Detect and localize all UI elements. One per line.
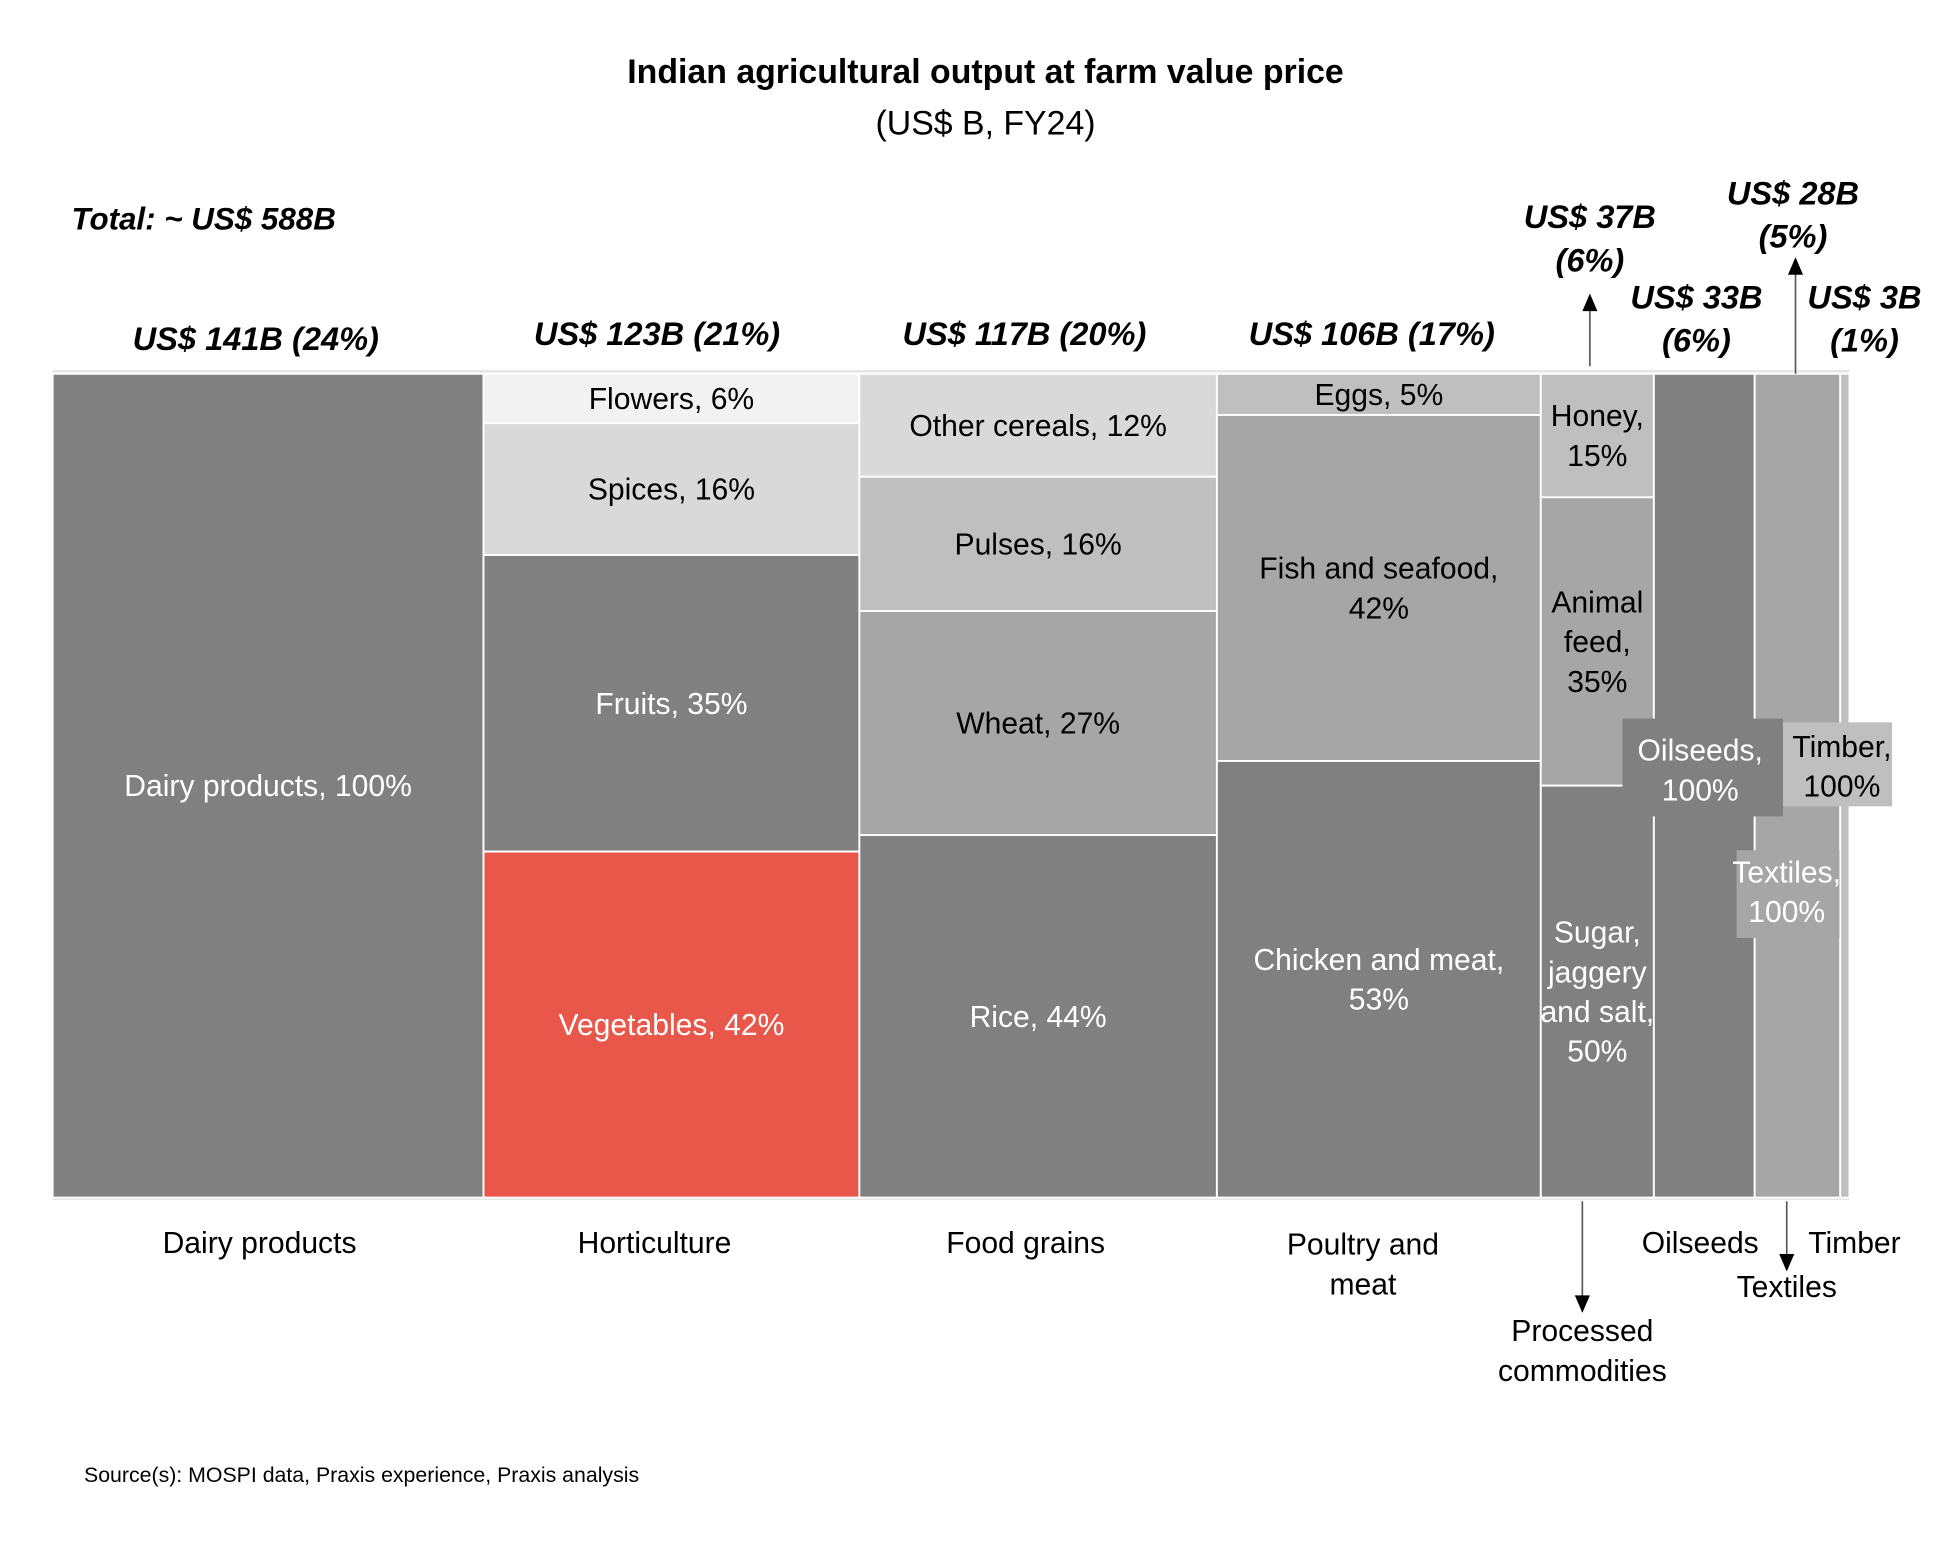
segment-rice-44 [858, 834, 1218, 1199]
total-label: Total: ~ US$ 588B [71, 202, 335, 237]
axis-label-oilseeds: Oilseeds [1642, 1227, 1759, 1260]
value-label-timber: US$ 3B (1%) [1807, 279, 1921, 359]
segment-label: Other cereals, 12% [909, 410, 1166, 443]
segment-label: Fish and seafood, 42% [1259, 553, 1498, 626]
segment-sugar-jaggery-and-salt-50 [1539, 784, 1655, 1199]
segment-label: Flowers, 6% [589, 383, 754, 416]
segment-label: Dairy products, 100% [124, 770, 412, 803]
segment-flowers-6 [482, 372, 861, 425]
segment-label: Animal feed, 35% [1551, 586, 1643, 698]
segment-pulses-16 [858, 475, 1218, 612]
axis-label-food-grains: Food grains [946, 1227, 1105, 1260]
segment-label: Fruits, 35% [595, 688, 747, 721]
value-label-horticulture: US$ 123B (21%) [534, 315, 780, 352]
segment-label: Wheat, 27% [956, 708, 1120, 741]
segment-label: Timber, 100% [1792, 731, 1891, 804]
segment-other-cereals-12 [858, 372, 1218, 478]
segment-honey-15 [1539, 372, 1655, 499]
segment-label: Rice, 44% [970, 1001, 1107, 1034]
labels-layer: Dairy products, 100% Flowers, 6% Spices, 1… [124, 174, 1921, 1387]
value-label-poultry-and-meat: US$ 106B (17%) [1249, 315, 1495, 352]
segment-label: Eggs, 5% [1314, 379, 1443, 412]
segment-chicken-and-meat-53 [1215, 760, 1542, 1199]
axis-label-timber: Timber [1808, 1227, 1900, 1260]
label-bg-timber [1782, 722, 1893, 807]
value-label-processed-commodities: US$ 37B (6%) [1524, 198, 1656, 278]
segments-layer [51, 370, 1851, 1201]
axis-label-dairy-products: Dairy products [163, 1227, 357, 1260]
chart-title: Indian agricultural output at farm value… [627, 53, 1344, 91]
segment-label: Sugar, jaggery and salt, 50% [1540, 917, 1654, 1069]
arrow-down-icon [1574, 1295, 1590, 1313]
axis-label-horticulture: Horticulture [578, 1227, 732, 1260]
arrow-down-icon [1779, 1253, 1795, 1272]
value-label-textiles: US$ 28B (5%) [1727, 174, 1859, 254]
segment-fruits-35 [482, 554, 861, 853]
segment-dairy-products-100 [51, 372, 485, 1199]
segment-label: Honey, 15% [1551, 400, 1644, 473]
segment-label: Oilseeds, 100% [1638, 735, 1763, 808]
label-bg-textiles [1736, 850, 1840, 939]
axis-label-processed-commodities: Processed commodities [1498, 1315, 1667, 1388]
arrow-up-icon [1787, 257, 1804, 275]
axis-label-textiles: Textiles [1737, 1271, 1837, 1304]
segment-spices-16 [482, 422, 861, 556]
segment-fish-and-seafood-42 [1215, 414, 1542, 762]
label-bg-oilseeds [1622, 718, 1783, 817]
segment-label: Pulses, 16% [955, 528, 1122, 561]
arrow-up-icon [1582, 293, 1598, 312]
value-label-food-grains: US$ 117B (20%) [902, 315, 1146, 352]
segment-label: Textiles, 100% [1732, 856, 1841, 929]
axis-label-poultry-and-meat: Poultry and meat [1287, 1229, 1439, 1302]
segment-label: Spices, 16% [588, 474, 755, 507]
value-label-dairy-products: US$ 141B (24%) [133, 320, 379, 357]
value-label-oilseeds: US$ 33B (6%) [1630, 279, 1762, 359]
chart-subtitle: (US$ B, FY24) [875, 104, 1095, 142]
segment-wheat-27 [858, 610, 1218, 837]
segment-label: Chicken and meat, 53% [1253, 944, 1504, 1017]
segment-label: Vegetables, 42% [559, 1009, 785, 1042]
source-note: Source(s): MOSPI data, Praxis experience… [84, 1463, 639, 1487]
